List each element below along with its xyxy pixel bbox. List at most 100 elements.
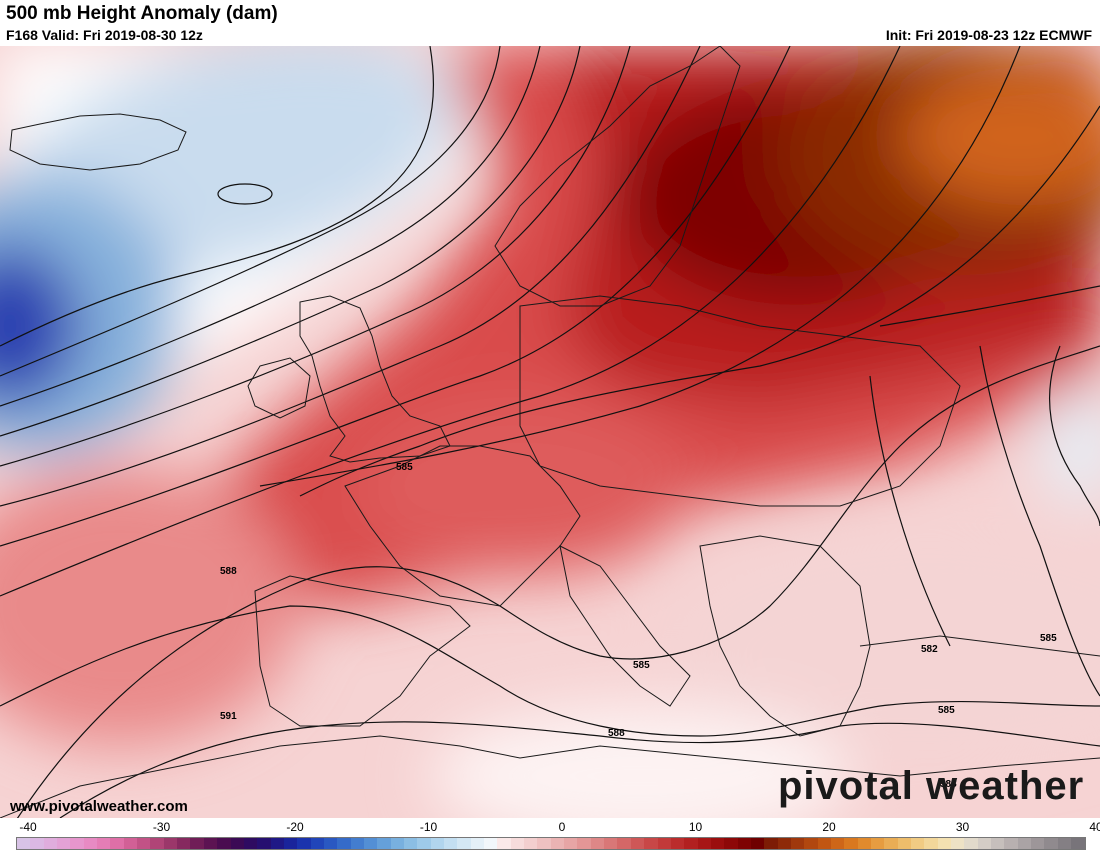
init-time: Init: Fri 2019-08-23 12z ECMWF bbox=[885, 27, 1092, 43]
colorbar-cell bbox=[564, 838, 578, 849]
colorbar-cell bbox=[430, 838, 444, 849]
colorbar-cell bbox=[764, 838, 778, 849]
colorbar-cell bbox=[804, 838, 818, 849]
colorbar-cell bbox=[110, 838, 124, 849]
contour-label: 585 bbox=[396, 462, 413, 473]
anomaly-map: 585 588 591 585 588 585 582 585 588 bbox=[0, 46, 1100, 818]
colorbar-cell bbox=[283, 838, 298, 849]
colorbar-cell bbox=[977, 838, 992, 849]
scandinavia-outline bbox=[494, 46, 741, 307]
colorbar-cell bbox=[550, 838, 565, 849]
map-title: 500 mb Height Anomaly (dam) bbox=[6, 3, 278, 24]
website-link[interactable]: www.pivotalweather.com bbox=[10, 798, 188, 815]
colorbar-cell bbox=[844, 838, 858, 849]
contour-label: 588 bbox=[608, 728, 625, 739]
colorbar-cell bbox=[991, 838, 1005, 849]
colorbar-cell bbox=[444, 838, 458, 849]
ireland-outline bbox=[247, 357, 311, 419]
turkey-coast bbox=[859, 635, 1100, 657]
colorbar-cell bbox=[604, 838, 618, 849]
brand-logo: pivotal weather bbox=[778, 764, 1085, 808]
colorbar-cell bbox=[57, 838, 71, 849]
iceland-outline bbox=[9, 113, 187, 171]
colorbar-cell bbox=[937, 838, 952, 849]
colorbar-cell bbox=[1057, 838, 1072, 849]
colorbar-cell bbox=[123, 838, 138, 849]
land-outlines bbox=[0, 46, 1100, 818]
colorbar-cell bbox=[737, 838, 751, 849]
colorbar-cell bbox=[30, 838, 44, 849]
colorbar-cell bbox=[644, 838, 658, 849]
colorbar-cell bbox=[470, 838, 485, 849]
colorbar-cell bbox=[684, 838, 698, 849]
colorbar-cell bbox=[137, 838, 151, 849]
colorbar-cell bbox=[897, 838, 912, 849]
contour-label: 585 bbox=[1040, 633, 1057, 644]
colorbar-cell bbox=[964, 838, 978, 849]
colorbar-cell bbox=[390, 838, 404, 849]
iberia-outline bbox=[254, 575, 471, 727]
colorbar-cell bbox=[1004, 838, 1018, 849]
colorbar-cell bbox=[911, 838, 925, 849]
anomaly-map-svg: 585 588 591 585 588 585 582 585 588 bbox=[0, 46, 1100, 818]
colorbar-cell bbox=[710, 838, 725, 849]
colorbar-cell bbox=[724, 838, 738, 849]
colorbar-cell bbox=[457, 838, 471, 849]
map-header: 500 mb Height Anomaly (dam) F168 Valid: … bbox=[0, 0, 1100, 46]
colorbar-cell bbox=[750, 838, 765, 849]
contour-label: 588 bbox=[940, 779, 957, 790]
colorbar-cell bbox=[377, 838, 391, 849]
colorbar-cell bbox=[70, 838, 84, 849]
colorbar-tick-label: 0 bbox=[558, 820, 566, 834]
balkans-outline bbox=[699, 535, 871, 737]
valid-time: F168 Valid: Fri 2019-08-30 12z bbox=[6, 27, 203, 43]
colorbar-cell bbox=[924, 838, 938, 849]
colorbar-cell bbox=[403, 838, 418, 849]
colorbar-cell bbox=[537, 838, 551, 849]
colorbar-cell bbox=[83, 838, 98, 849]
colorbar-tick-label: 30 bbox=[955, 820, 970, 834]
colorbar-cell bbox=[857, 838, 871, 849]
colorbar-cell bbox=[630, 838, 645, 849]
anomaly-shading bbox=[0, 46, 1100, 818]
colorbar-cell bbox=[363, 838, 378, 849]
contour-label: 591 bbox=[220, 711, 237, 722]
colorbar-cell bbox=[230, 838, 244, 849]
colorbar-cell bbox=[1071, 838, 1085, 849]
low-contour bbox=[217, 183, 273, 205]
contour-label: 585 bbox=[633, 660, 650, 671]
colorbar-cell bbox=[617, 838, 631, 849]
italy-outline bbox=[559, 545, 691, 707]
colorbar-cell bbox=[190, 838, 204, 849]
colorbar-cell bbox=[177, 838, 191, 849]
colorbar-cell bbox=[884, 838, 898, 849]
contour-label: 585 bbox=[938, 705, 955, 716]
colorbar-cell bbox=[484, 838, 498, 849]
colorbar-cell bbox=[577, 838, 591, 849]
colorbar-cell bbox=[17, 838, 31, 849]
colorbar-cell bbox=[417, 838, 431, 849]
colorbar-cell bbox=[310, 838, 324, 849]
colorbar-cell bbox=[590, 838, 605, 849]
colorbar-cell bbox=[337, 838, 351, 849]
colorbar-cell bbox=[951, 838, 965, 849]
colorbar-cell bbox=[1017, 838, 1032, 849]
colorbar-cell bbox=[510, 838, 525, 849]
contour-label: 582 bbox=[921, 644, 938, 655]
colorbar-cell bbox=[790, 838, 805, 849]
colorbar-cell bbox=[270, 838, 284, 849]
colorbar-cell bbox=[243, 838, 258, 849]
colorbar-cell bbox=[830, 838, 845, 849]
colorbar-cell bbox=[871, 838, 885, 849]
colorbar-cell bbox=[203, 838, 218, 849]
height-contours bbox=[0, 46, 1100, 818]
colorbar-cell bbox=[150, 838, 164, 849]
colorbar-cell bbox=[817, 838, 831, 849]
colorbar-scale bbox=[16, 837, 1086, 850]
colorbar-cell bbox=[697, 838, 711, 849]
colorbar-cell bbox=[497, 838, 511, 849]
colorbar-cell bbox=[524, 838, 538, 849]
colorbar-cell bbox=[657, 838, 671, 849]
colorbar-cell bbox=[297, 838, 311, 849]
colorbar-tick-label: -10 bbox=[419, 820, 438, 834]
